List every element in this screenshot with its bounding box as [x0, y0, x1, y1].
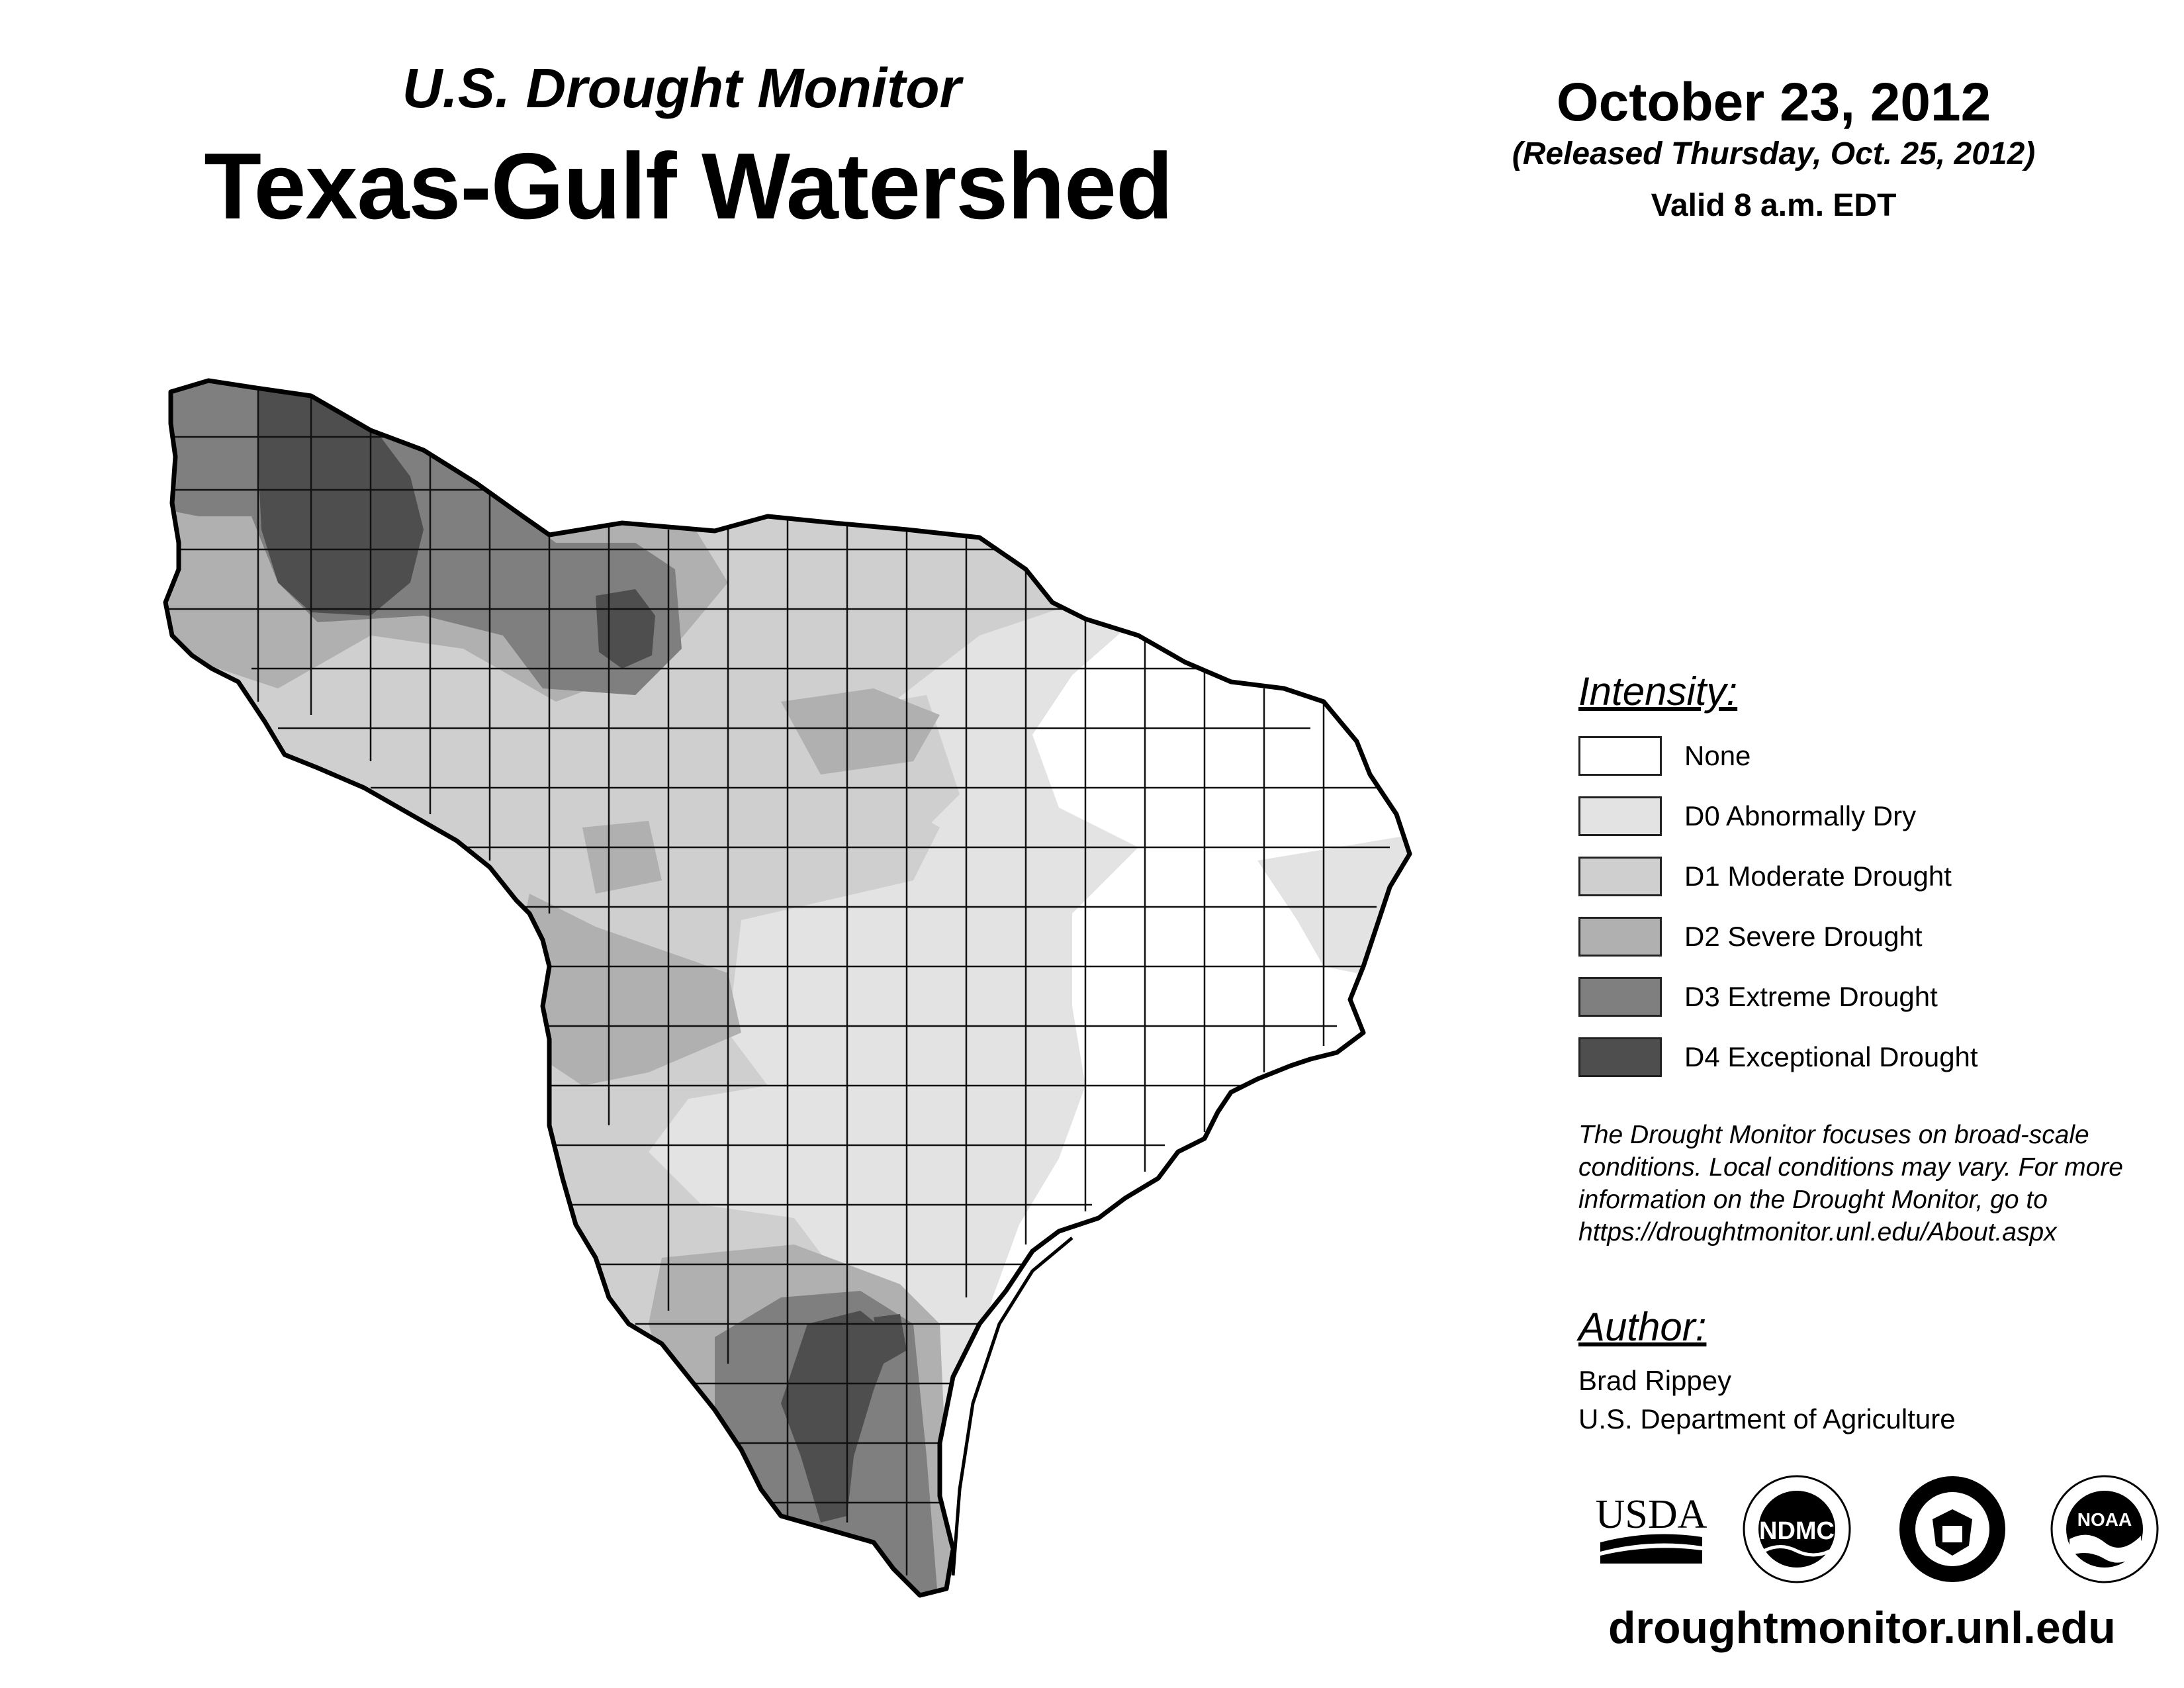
legend-label: D1 Moderate Drought [1684, 861, 1952, 892]
legend-heading: Intensity: [1578, 669, 1738, 714]
release-date: (Released Thursday, Oct. 25, 2012) [1512, 136, 2036, 171]
ndmc-logo: NDMC [1743, 1475, 1851, 1583]
author-org: U.S. Department of Agriculture [1578, 1403, 1956, 1434]
legend-swatch [1578, 977, 1662, 1017]
legend-swatch [1578, 736, 1662, 776]
legend-note: The Drought Monitor focuses on broad-sca… [1578, 1121, 2123, 1246]
map-date: October 23, 2012 [1556, 72, 1991, 132]
usda-logo: USDA [1596, 1492, 1707, 1564]
legend-label: D3 Extreme Drought [1684, 981, 1938, 1012]
noaa-logo: NOAA [2050, 1475, 2159, 1583]
author-heading: Author: [1578, 1305, 1707, 1349]
usda-logo-text: USDA [1596, 1492, 1707, 1537]
footer-url[interactable]: droughtmonitor.unl.edu [1608, 1603, 2116, 1653]
noaa-logo-text: NOAA [2077, 1509, 2132, 1530]
legend-label: D0 Abnormally Dry [1684, 800, 1917, 831]
map-subtitle: U.S. Drought Monitor [402, 57, 962, 119]
legend-swatch [1578, 796, 1662, 836]
ndmc-logo-text: NDMC [1759, 1517, 1835, 1545]
legend-swatch [1578, 917, 1662, 957]
legend-label: D2 Severe Drought [1684, 921, 1923, 952]
commerce-seal-icon [1899, 1476, 2005, 1582]
legend-swatch [1578, 857, 1662, 896]
legend-swatch [1578, 1037, 1662, 1077]
map-title: Texas-Gulf Watershed [204, 134, 1173, 239]
legend-label: D4 Exceptional Drought [1684, 1041, 1978, 1072]
author-name: Brad Rippey [1578, 1365, 1732, 1396]
legend-label: None [1684, 740, 1751, 771]
valid-time: Valid 8 a.m. EDT [1651, 188, 1897, 223]
